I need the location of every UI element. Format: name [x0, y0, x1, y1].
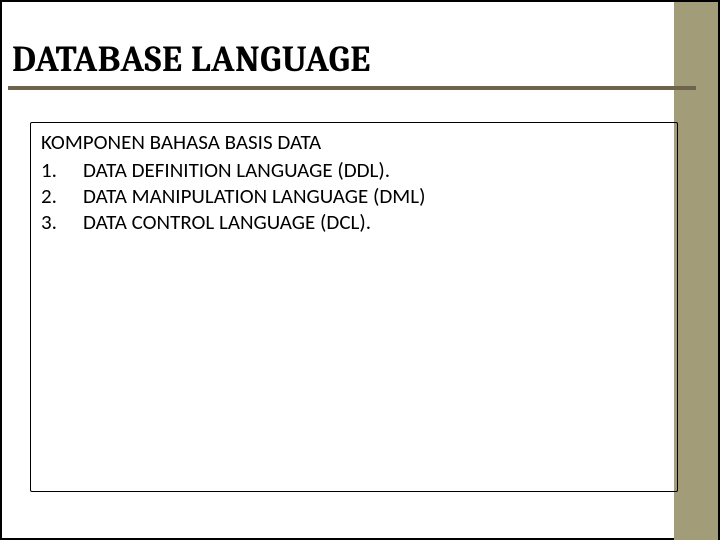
slide-title: DATABASE LANGUAGE: [8, 39, 371, 80]
slide-frame: DATABASE LANGUAGE KOMPONEN BAHASA BASIS …: [0, 0, 720, 540]
list-number: 1.: [41, 157, 83, 183]
list-number: 2.: [41, 183, 83, 209]
list-text: DATA DEFINITION LANGUAGE (DDL).: [83, 157, 390, 183]
list-item: 3. DATA CONTROL LANGUAGE (DCL).: [41, 209, 667, 235]
content-list: 1. DATA DEFINITION LANGUAGE (DDL). 2. DA…: [41, 157, 667, 235]
content-subheading: KOMPONEN BAHASA BASIS DATA: [41, 129, 667, 155]
list-text: DATA CONTROL LANGUAGE (DCL).: [83, 209, 371, 235]
content-box: KOMPONEN BAHASA BASIS DATA 1. DATA DEFIN…: [30, 122, 678, 492]
title-block: DATABASE LANGUAGE: [8, 32, 696, 90]
list-text: DATA MANIPULATION LANGUAGE (DML): [83, 183, 425, 209]
list-number: 3.: [41, 209, 83, 235]
list-item: 2. DATA MANIPULATION LANGUAGE (DML): [41, 183, 667, 209]
list-item: 1. DATA DEFINITION LANGUAGE (DDL).: [41, 157, 667, 183]
